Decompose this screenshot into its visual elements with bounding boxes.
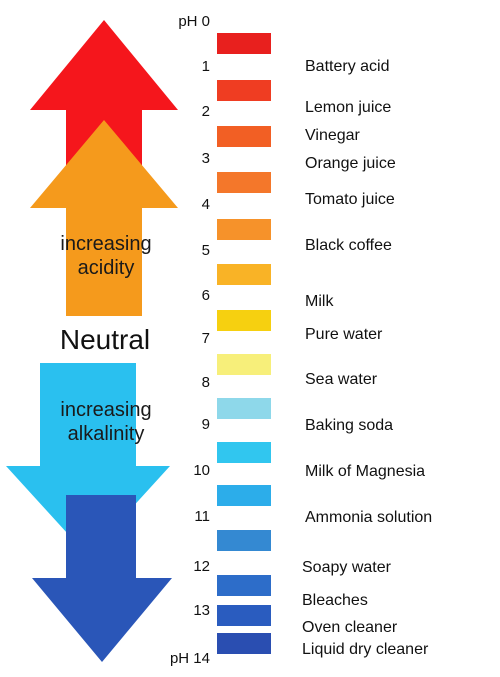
ph-swatch-2 bbox=[217, 126, 271, 147]
ph-swatch-8 bbox=[217, 398, 271, 419]
substance-label-1: Lemon juice bbox=[305, 99, 392, 116]
orange-acid-arrow bbox=[30, 120, 178, 316]
substance-label-13: Bleaches bbox=[302, 592, 368, 609]
increasing-acidity-label: increasing acidity bbox=[32, 232, 180, 280]
substance-label-0: Battery acid bbox=[305, 58, 390, 75]
substance-label-8: Sea water bbox=[305, 371, 378, 388]
ph-value-4: 4 bbox=[201, 196, 210, 213]
red-acid-arrow bbox=[30, 20, 178, 170]
ph-value-9: 9 bbox=[201, 416, 210, 433]
neutral-label: Neutral bbox=[59, 324, 151, 355]
substance-label-11: Ammonia solution bbox=[305, 509, 433, 526]
increasing-alkalinity-label: increasing alkalinity bbox=[32, 398, 180, 446]
ph-swatch-4 bbox=[217, 219, 271, 240]
acid-label-line2: acidity bbox=[77, 257, 135, 279]
ph-swatch-12 bbox=[217, 575, 271, 596]
ph-swatch-0 bbox=[217, 33, 271, 54]
ph-value-14: pH 14 bbox=[169, 650, 210, 667]
ph-value-13: 13 bbox=[193, 602, 210, 619]
substance-label-7: Pure water bbox=[305, 326, 383, 343]
ph-value-1: 1 bbox=[201, 58, 210, 75]
substance-label-10: Milk of Magnesia bbox=[305, 463, 426, 480]
ph-swatch-6 bbox=[217, 310, 271, 331]
ph-value-10: 10 bbox=[193, 462, 210, 479]
substance-label-6: Milk bbox=[305, 293, 334, 310]
ph-value-3: 3 bbox=[201, 150, 210, 167]
substance-label-4: Tomato juice bbox=[305, 191, 395, 208]
ph-swatch-9 bbox=[217, 442, 271, 463]
ph-value-2: 2 bbox=[201, 103, 210, 120]
ph-swatch-10 bbox=[217, 485, 271, 506]
alk-label-line2: alkalinity bbox=[67, 423, 145, 445]
alk-label-line1: increasing bbox=[60, 399, 152, 421]
ph-value-12: 12 bbox=[193, 558, 210, 575]
ph-value-0: pH 0 bbox=[178, 13, 210, 30]
substance-label-3: Orange juice bbox=[305, 155, 396, 172]
dark-blue-alkaline-arrow bbox=[32, 495, 172, 662]
ph-swatch-11 bbox=[217, 530, 271, 551]
ph-value-8: 8 bbox=[201, 374, 210, 391]
ph-value-5: 5 bbox=[201, 242, 210, 259]
substance-label-15: Liquid dry cleaner bbox=[302, 641, 429, 658]
ph-swatch-13 bbox=[217, 605, 271, 626]
substance-label-2: Vinegar bbox=[305, 127, 360, 144]
substance-label-14: Oven cleaner bbox=[302, 619, 398, 636]
substance-label-9: Baking soda bbox=[305, 417, 394, 434]
ph-value-6: 6 bbox=[201, 287, 210, 304]
acid-label-line1: increasing bbox=[60, 233, 152, 255]
substance-label-5: Black coffee bbox=[305, 237, 392, 254]
substance-label-12: Soapy water bbox=[302, 559, 391, 576]
ph-value-7: 7 bbox=[201, 330, 210, 347]
ph-swatch-5 bbox=[217, 264, 271, 285]
ph-swatch-1 bbox=[217, 80, 271, 101]
ph-swatch-14 bbox=[217, 633, 271, 654]
ph-swatch-3 bbox=[217, 172, 271, 193]
ph-swatch-7 bbox=[217, 354, 271, 375]
ph-value-11: 11 bbox=[194, 508, 210, 525]
